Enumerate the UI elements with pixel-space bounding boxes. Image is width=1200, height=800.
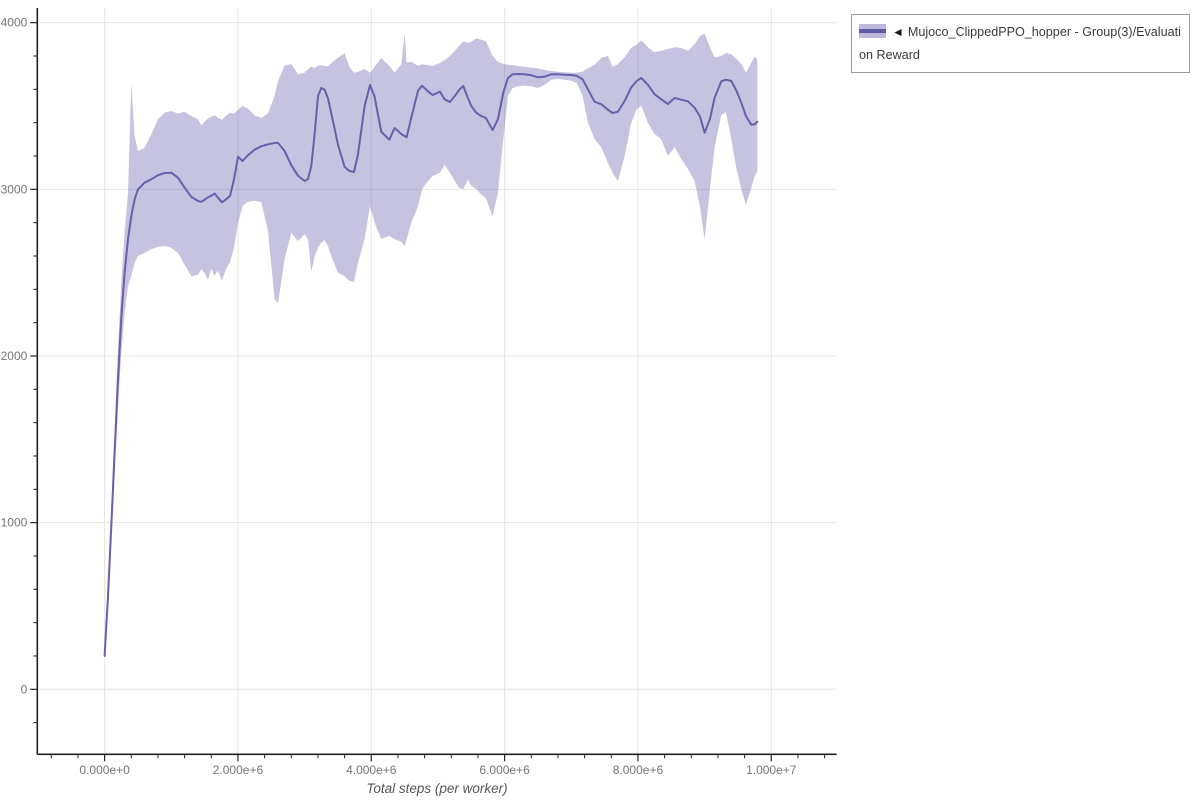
y-tick-label: 1000 [1, 516, 28, 530]
x-tick-label: 0.000e+0 [79, 763, 130, 777]
legend-label: Mujoco_ClippedPPO_hopper - Group(3)/Eval… [859, 25, 1181, 62]
series-band-swatch-icon [859, 24, 886, 38]
y-tick-label: 3000 [1, 182, 28, 196]
x-tick-label: 4.000e+6 [346, 763, 397, 777]
x-tick-label: 8.000e+6 [613, 763, 664, 777]
confidence-band [104, 33, 758, 659]
x-tick-label: 6.000e+6 [479, 763, 530, 777]
y-tick-label: 0 [21, 682, 28, 696]
y-tick-label: 4000 [1, 16, 28, 30]
legend-item-evaluation-reward[interactable]: ◄ Mujoco_ClippedPPO_hopper - Group(3)/Eva… [859, 21, 1181, 67]
x-tick-label: 1.000e+7 [746, 763, 797, 777]
legend: ◄ Mujoco_ClippedPPO_hopper - Group(3)/Eva… [851, 14, 1190, 73]
mean-line [103, 73, 759, 657]
x-tick-label: 2.000e+6 [213, 763, 264, 777]
x-axis-title: Total steps (per worker) [366, 781, 508, 796]
y-tick-label: 2000 [1, 349, 28, 363]
series-marker-left-triangle-icon: ◄ [892, 25, 904, 39]
